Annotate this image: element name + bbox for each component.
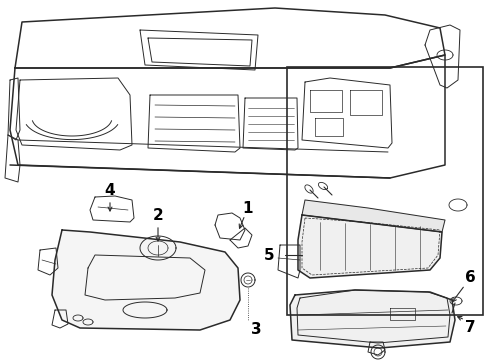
- Text: 1: 1: [243, 201, 253, 216]
- Text: 3: 3: [251, 323, 261, 338]
- Polygon shape: [298, 215, 442, 278]
- Polygon shape: [290, 290, 455, 348]
- Text: 5: 5: [263, 248, 274, 262]
- Text: 4: 4: [105, 183, 115, 198]
- Polygon shape: [302, 200, 445, 232]
- Text: 7: 7: [465, 320, 475, 336]
- Text: 2: 2: [152, 207, 163, 222]
- Bar: [287, 67, 483, 315]
- Text: 6: 6: [465, 270, 475, 285]
- Polygon shape: [52, 230, 240, 330]
